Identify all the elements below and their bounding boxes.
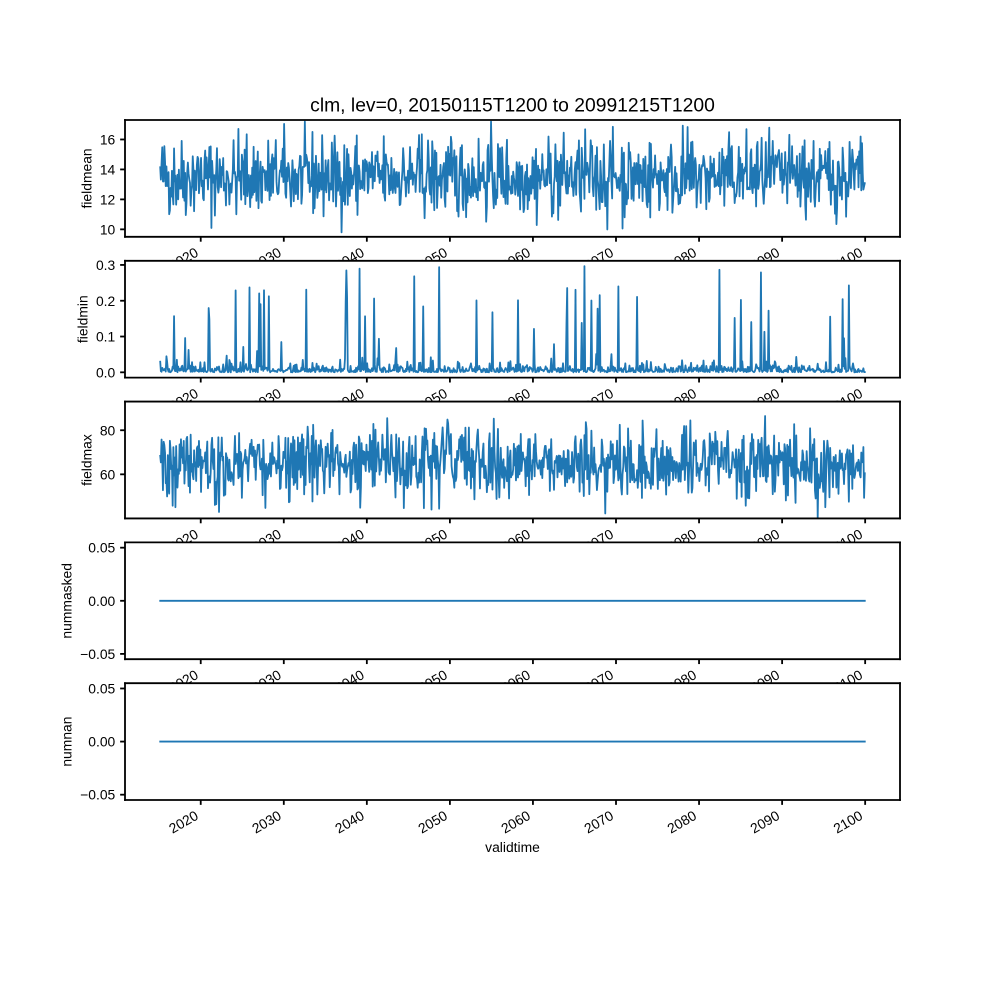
- svg-text:0.00: 0.00: [88, 593, 115, 609]
- svg-text:validtime: validtime: [485, 839, 540, 855]
- svg-text:0.3: 0.3: [96, 257, 116, 273]
- svg-text:0.0: 0.0: [96, 364, 116, 380]
- svg-text:0.05: 0.05: [88, 540, 115, 556]
- svg-text:−0.05: −0.05: [80, 787, 115, 803]
- svg-text:fieldmean: fieldmean: [78, 148, 94, 208]
- svg-text:80: 80: [100, 422, 116, 438]
- svg-text:fieldmax: fieldmax: [78, 434, 94, 486]
- svg-text:−0.05: −0.05: [80, 646, 115, 662]
- svg-text:0.00: 0.00: [88, 734, 115, 750]
- svg-text:clm, lev=0, 20150115T1200 to 2: clm, lev=0, 20150115T1200 to 20991215T12…: [310, 96, 715, 117]
- svg-text:12: 12: [100, 191, 116, 207]
- svg-text:fieldmin: fieldmin: [75, 295, 91, 343]
- svg-text:0.1: 0.1: [96, 329, 116, 345]
- svg-text:60: 60: [100, 466, 116, 482]
- svg-text:numnan: numnan: [59, 717, 75, 767]
- svg-text:0.05: 0.05: [88, 681, 115, 697]
- svg-text:0.2: 0.2: [96, 293, 116, 309]
- svg-text:nummasked: nummasked: [59, 563, 75, 639]
- svg-text:16: 16: [100, 132, 116, 148]
- svg-text:10: 10: [100, 221, 116, 237]
- svg-text:14: 14: [100, 161, 116, 177]
